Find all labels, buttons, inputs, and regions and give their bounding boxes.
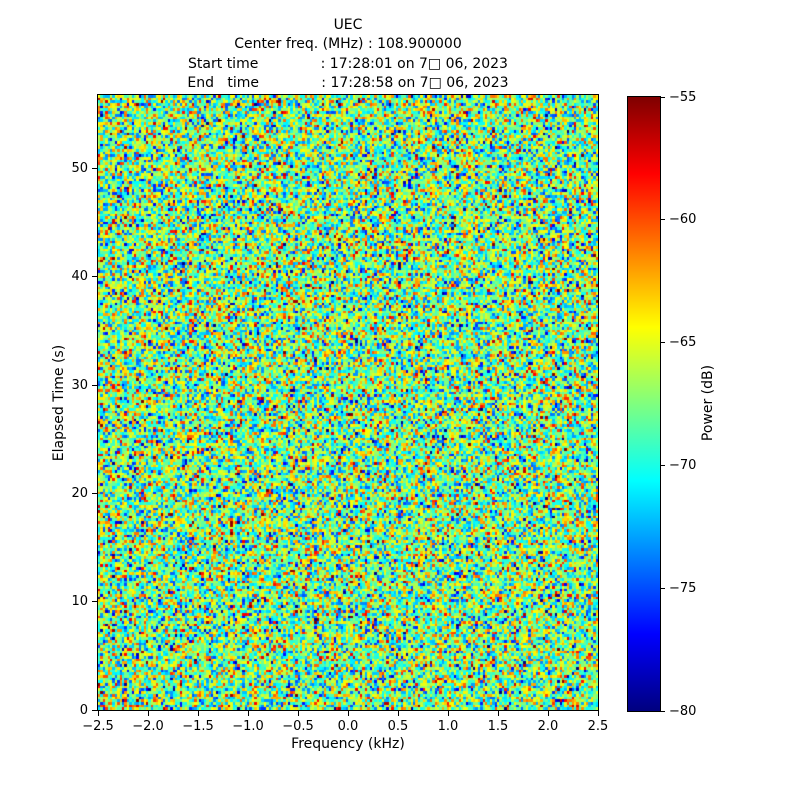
x-tick-mark [397, 711, 399, 716]
colorbar [627, 96, 661, 712]
x-tick-mark [97, 711, 99, 716]
x-tick-label: −2.5 [82, 719, 114, 734]
y-tick-label: 40 [71, 269, 88, 285]
spectrogram-heatmap [98, 95, 598, 710]
colorbar-tick-label: −80 [669, 703, 697, 719]
y-tick-label: 0 [79, 702, 88, 718]
x-tick-label: −2.0 [132, 719, 164, 734]
x-tick-label: 2.5 [587, 719, 609, 734]
x-tick-mark [297, 711, 299, 716]
x-tick-label: 1.0 [437, 719, 459, 734]
x-tick-label: 1.5 [487, 719, 509, 734]
y-axis-label: Elapsed Time (s) [51, 344, 67, 462]
colorbar-tick-mark [661, 342, 665, 344]
x-tick-mark [247, 711, 249, 716]
y-tick-mark [92, 709, 97, 711]
y-tick-mark [92, 601, 97, 603]
colorbar-tick-mark [661, 219, 665, 221]
colorbar-tick-label: −55 [669, 89, 697, 105]
x-tick-mark [347, 711, 349, 716]
y-tick-label: 30 [71, 377, 88, 393]
title-end-time: End time : 17:28:58 on 7□ 06, 2023 [187, 74, 509, 91]
y-tick-label: 50 [71, 161, 88, 177]
colorbar-tick-mark [661, 464, 665, 466]
x-tick-label: −1.0 [232, 719, 264, 734]
y-tick-label: 20 [71, 485, 88, 501]
x-tick-mark [197, 711, 199, 716]
colorbar-tick-mark [661, 710, 665, 712]
x-tick-label: 2.0 [537, 719, 559, 734]
chart-title-block: UEC Center freq. (MHz) : 108.900000 Star… [97, 16, 599, 93]
chart-title: UEC [333, 17, 363, 33]
x-tick-mark [597, 711, 599, 716]
x-tick-label: −1.5 [182, 719, 214, 734]
plot-area [97, 94, 599, 711]
x-tick-label: −0.5 [282, 719, 314, 734]
colorbar-label: Power (dB) [700, 364, 716, 442]
x-tick-label: 0.0 [337, 719, 359, 734]
colorbar-tick-label: −70 [669, 457, 697, 473]
colorbar-tick-mark [661, 96, 665, 98]
x-tick-mark [147, 711, 149, 716]
y-tick-mark [92, 276, 97, 278]
y-tick-mark [92, 168, 97, 170]
colorbar-tick-mark [661, 587, 665, 589]
title-start-time: Start time : 17:28:01 on 7□ 06, 2023 [188, 55, 508, 72]
y-tick-mark [92, 384, 97, 386]
x-tick-mark [497, 711, 499, 716]
x-axis-label: Frequency (kHz) [291, 736, 405, 752]
colorbar-tick-label: −75 [669, 580, 697, 596]
title-center-frequency: Center freq. (MHz) : 108.900000 [234, 36, 462, 53]
y-tick-mark [92, 492, 97, 494]
x-tick-label: 0.5 [387, 719, 409, 734]
colorbar-tick-label: −60 [669, 212, 697, 228]
y-tick-label: 10 [71, 594, 88, 610]
x-tick-mark [547, 711, 549, 716]
colorbar-tick-label: −65 [669, 335, 697, 351]
x-tick-mark [447, 711, 449, 716]
